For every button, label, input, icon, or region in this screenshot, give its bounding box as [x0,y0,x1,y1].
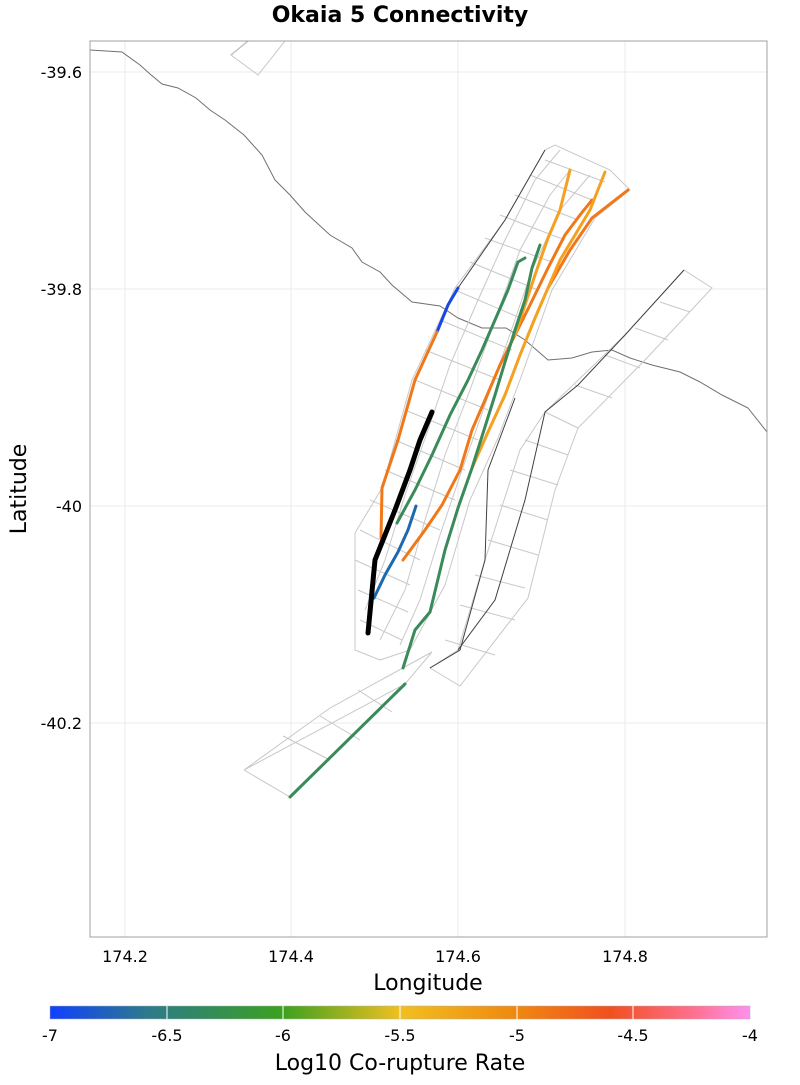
x-tick-label: 174.2 [102,947,148,966]
connection-light-orange-1 [470,170,607,470]
connection-green-south [288,682,407,799]
grid-lines [90,41,767,937]
colorbar: -7 -6.5 -6 -5.5 -5 -4.5 -4 Log10 Co-rupt… [42,1005,758,1076]
colorbar-tick-label: -6.5 [151,1026,182,1045]
colorbar-tick-label: -5.5 [384,1026,415,1045]
connection-orange-east [546,188,630,290]
connection-green-link [395,256,527,525]
connection-segments [288,168,630,799]
connection-green-main [401,243,542,670]
fault-traces [429,149,685,669]
coastline [90,49,767,433]
y-tick-label: -39.6 [41,63,82,82]
y-tick-label: -40.2 [41,714,82,733]
connection-blue [372,504,418,600]
y-tick-label: -40 [56,497,82,516]
x-axis: 174.2 174.4 174.6 174.8 Longitude [102,947,648,996]
connection-light-orange-2 [513,168,572,337]
connection-bright-blue [435,286,460,334]
x-axis-label: Longitude [373,971,482,996]
target-fault [365,409,435,636]
x-tick-label: 174.6 [435,947,481,966]
colorbar-label: Log10 Co-rupture Rate [275,1051,526,1076]
colorbar-tick-label: -4.5 [617,1026,648,1045]
colorbar-tick-label: -6 [275,1026,291,1045]
y-tick-label: -39.8 [41,280,82,299]
colorbar-tick-label: -5 [509,1026,525,1045]
y-axis: -39.6 -39.8 -40 -40.2 Latitude [7,63,82,733]
fault-outlines [230,41,713,798]
colorbar-tick-label: -4 [742,1026,758,1045]
panel-border [89,40,768,938]
chart-title: Okaia 5 Connectivity [272,3,529,28]
y-axis-label: Latitude [7,444,32,535]
colorbar-tick-label: -7 [42,1026,58,1045]
connection-orange-west [379,330,439,540]
x-tick-label: 174.8 [602,947,648,966]
x-tick-label: 174.4 [268,947,314,966]
connection-orange-mid [401,198,594,562]
